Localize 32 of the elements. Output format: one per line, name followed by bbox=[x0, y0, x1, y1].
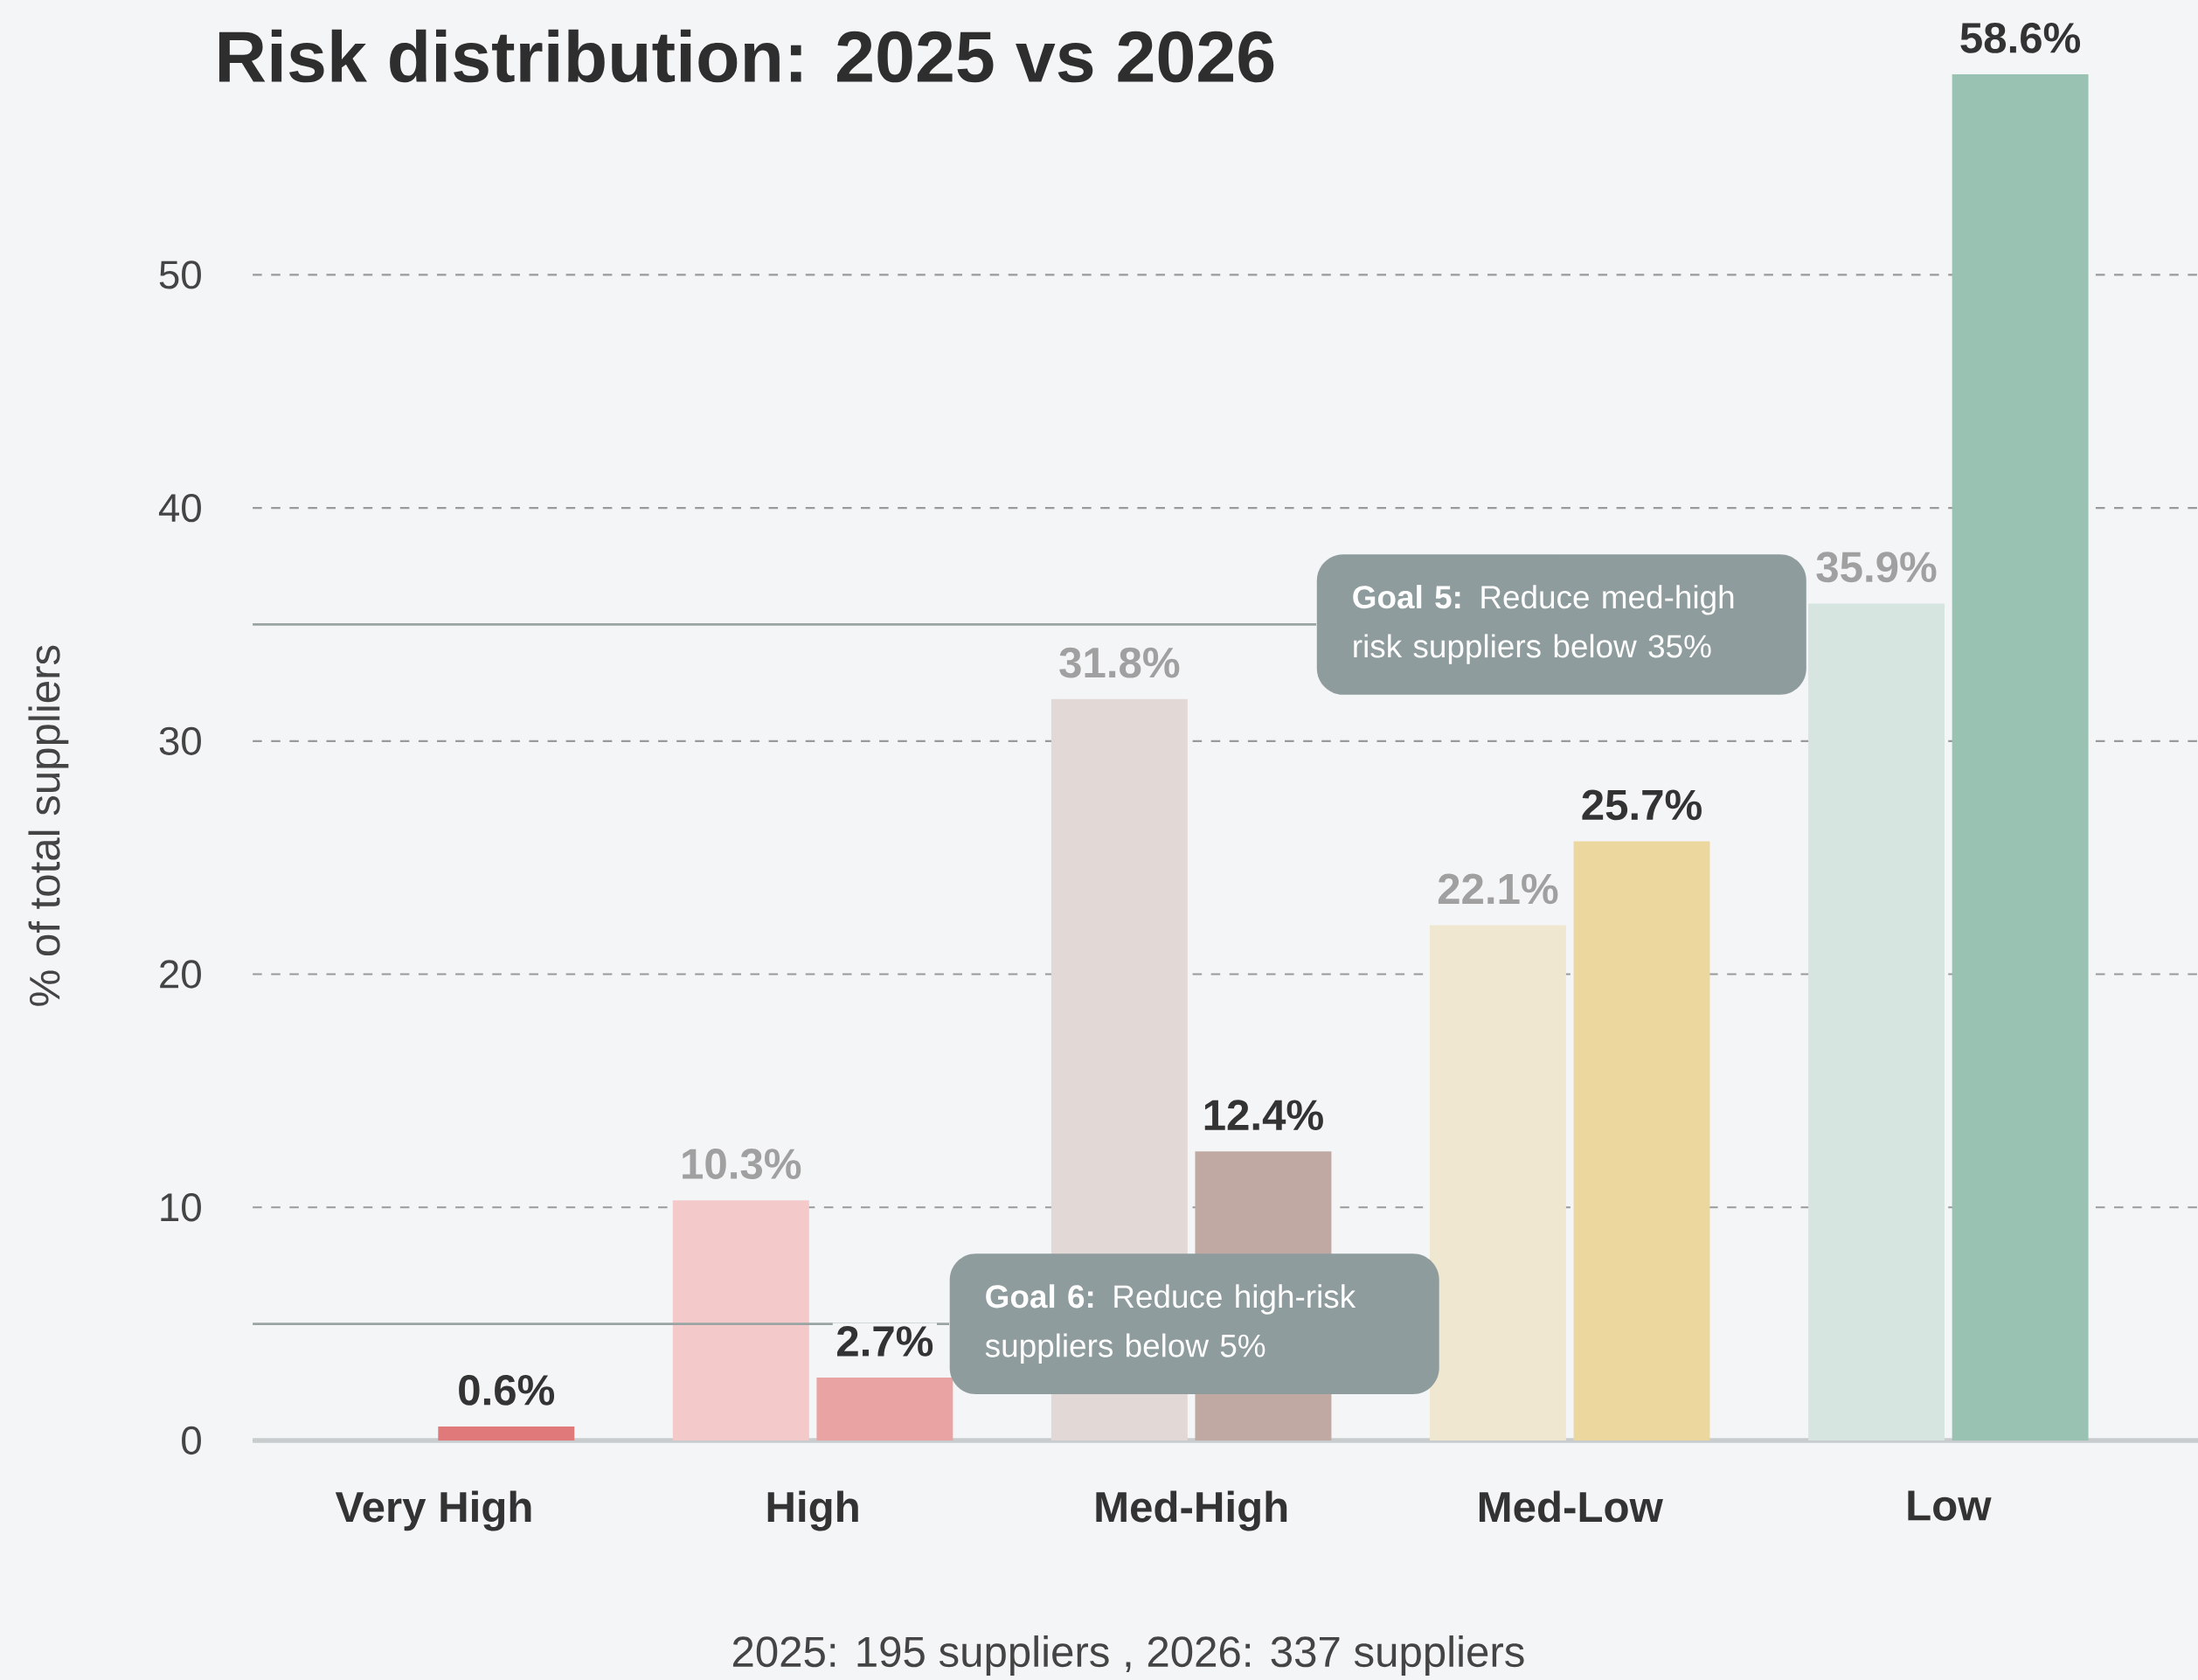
x-tick-label: Med-High bbox=[1096, 1490, 1287, 1531]
y-tick-label: 10 bbox=[161, 1193, 201, 1222]
ref-line-label: Goal 6: Reduce high-risk suppliers below 5% bbox=[985, 1284, 1356, 1364]
bar bbox=[1952, 73, 2089, 1440]
data-label: 10.3% bbox=[683, 1149, 801, 1180]
y-tick-label: 30 bbox=[159, 726, 201, 755]
x-tick-label: Very High bbox=[335, 1490, 531, 1531]
data-label: 58.6% bbox=[1960, 22, 2081, 53]
y-tick-label: 0 bbox=[182, 1426, 201, 1455]
data-label: 22.1% bbox=[1438, 873, 1558, 905]
bar bbox=[1573, 841, 1710, 1440]
bar bbox=[672, 1200, 809, 1440]
data-label: 25.7% bbox=[1582, 789, 1702, 821]
y-tick-label: 20 bbox=[160, 960, 201, 989]
data-label: 0.6% bbox=[459, 1374, 555, 1406]
y-tick-label: 40 bbox=[158, 493, 201, 523]
x-tick-label: Low bbox=[1908, 1490, 1992, 1521]
data-label: 31.8% bbox=[1059, 647, 1180, 678]
bar bbox=[816, 1377, 953, 1440]
text: 2025: 195 suppliers , 2026: 337 suppliers bbox=[732, 1635, 1524, 1676]
bar bbox=[1430, 925, 1566, 1440]
chart-title: Risk distribution: 2025 vs 2026 bbox=[218, 29, 1274, 83]
bar bbox=[1808, 603, 1945, 1440]
data-label: 2.7% bbox=[837, 1325, 933, 1357]
x-tick-label: Med-Low bbox=[1479, 1490, 1663, 1523]
y-tick-label: 50 bbox=[159, 260, 201, 289]
ref-line-label: Goal 5: Reduce med-high risk suppliers below 35% bbox=[1353, 585, 1734, 664]
x-tick-label: High bbox=[767, 1490, 858, 1531]
data-label: 35.9% bbox=[1816, 552, 1937, 583]
data-label: 12.4% bbox=[1204, 1100, 1323, 1131]
bar bbox=[438, 1426, 575, 1440]
y-axis-title: % of total suppliers bbox=[28, 645, 69, 1006]
